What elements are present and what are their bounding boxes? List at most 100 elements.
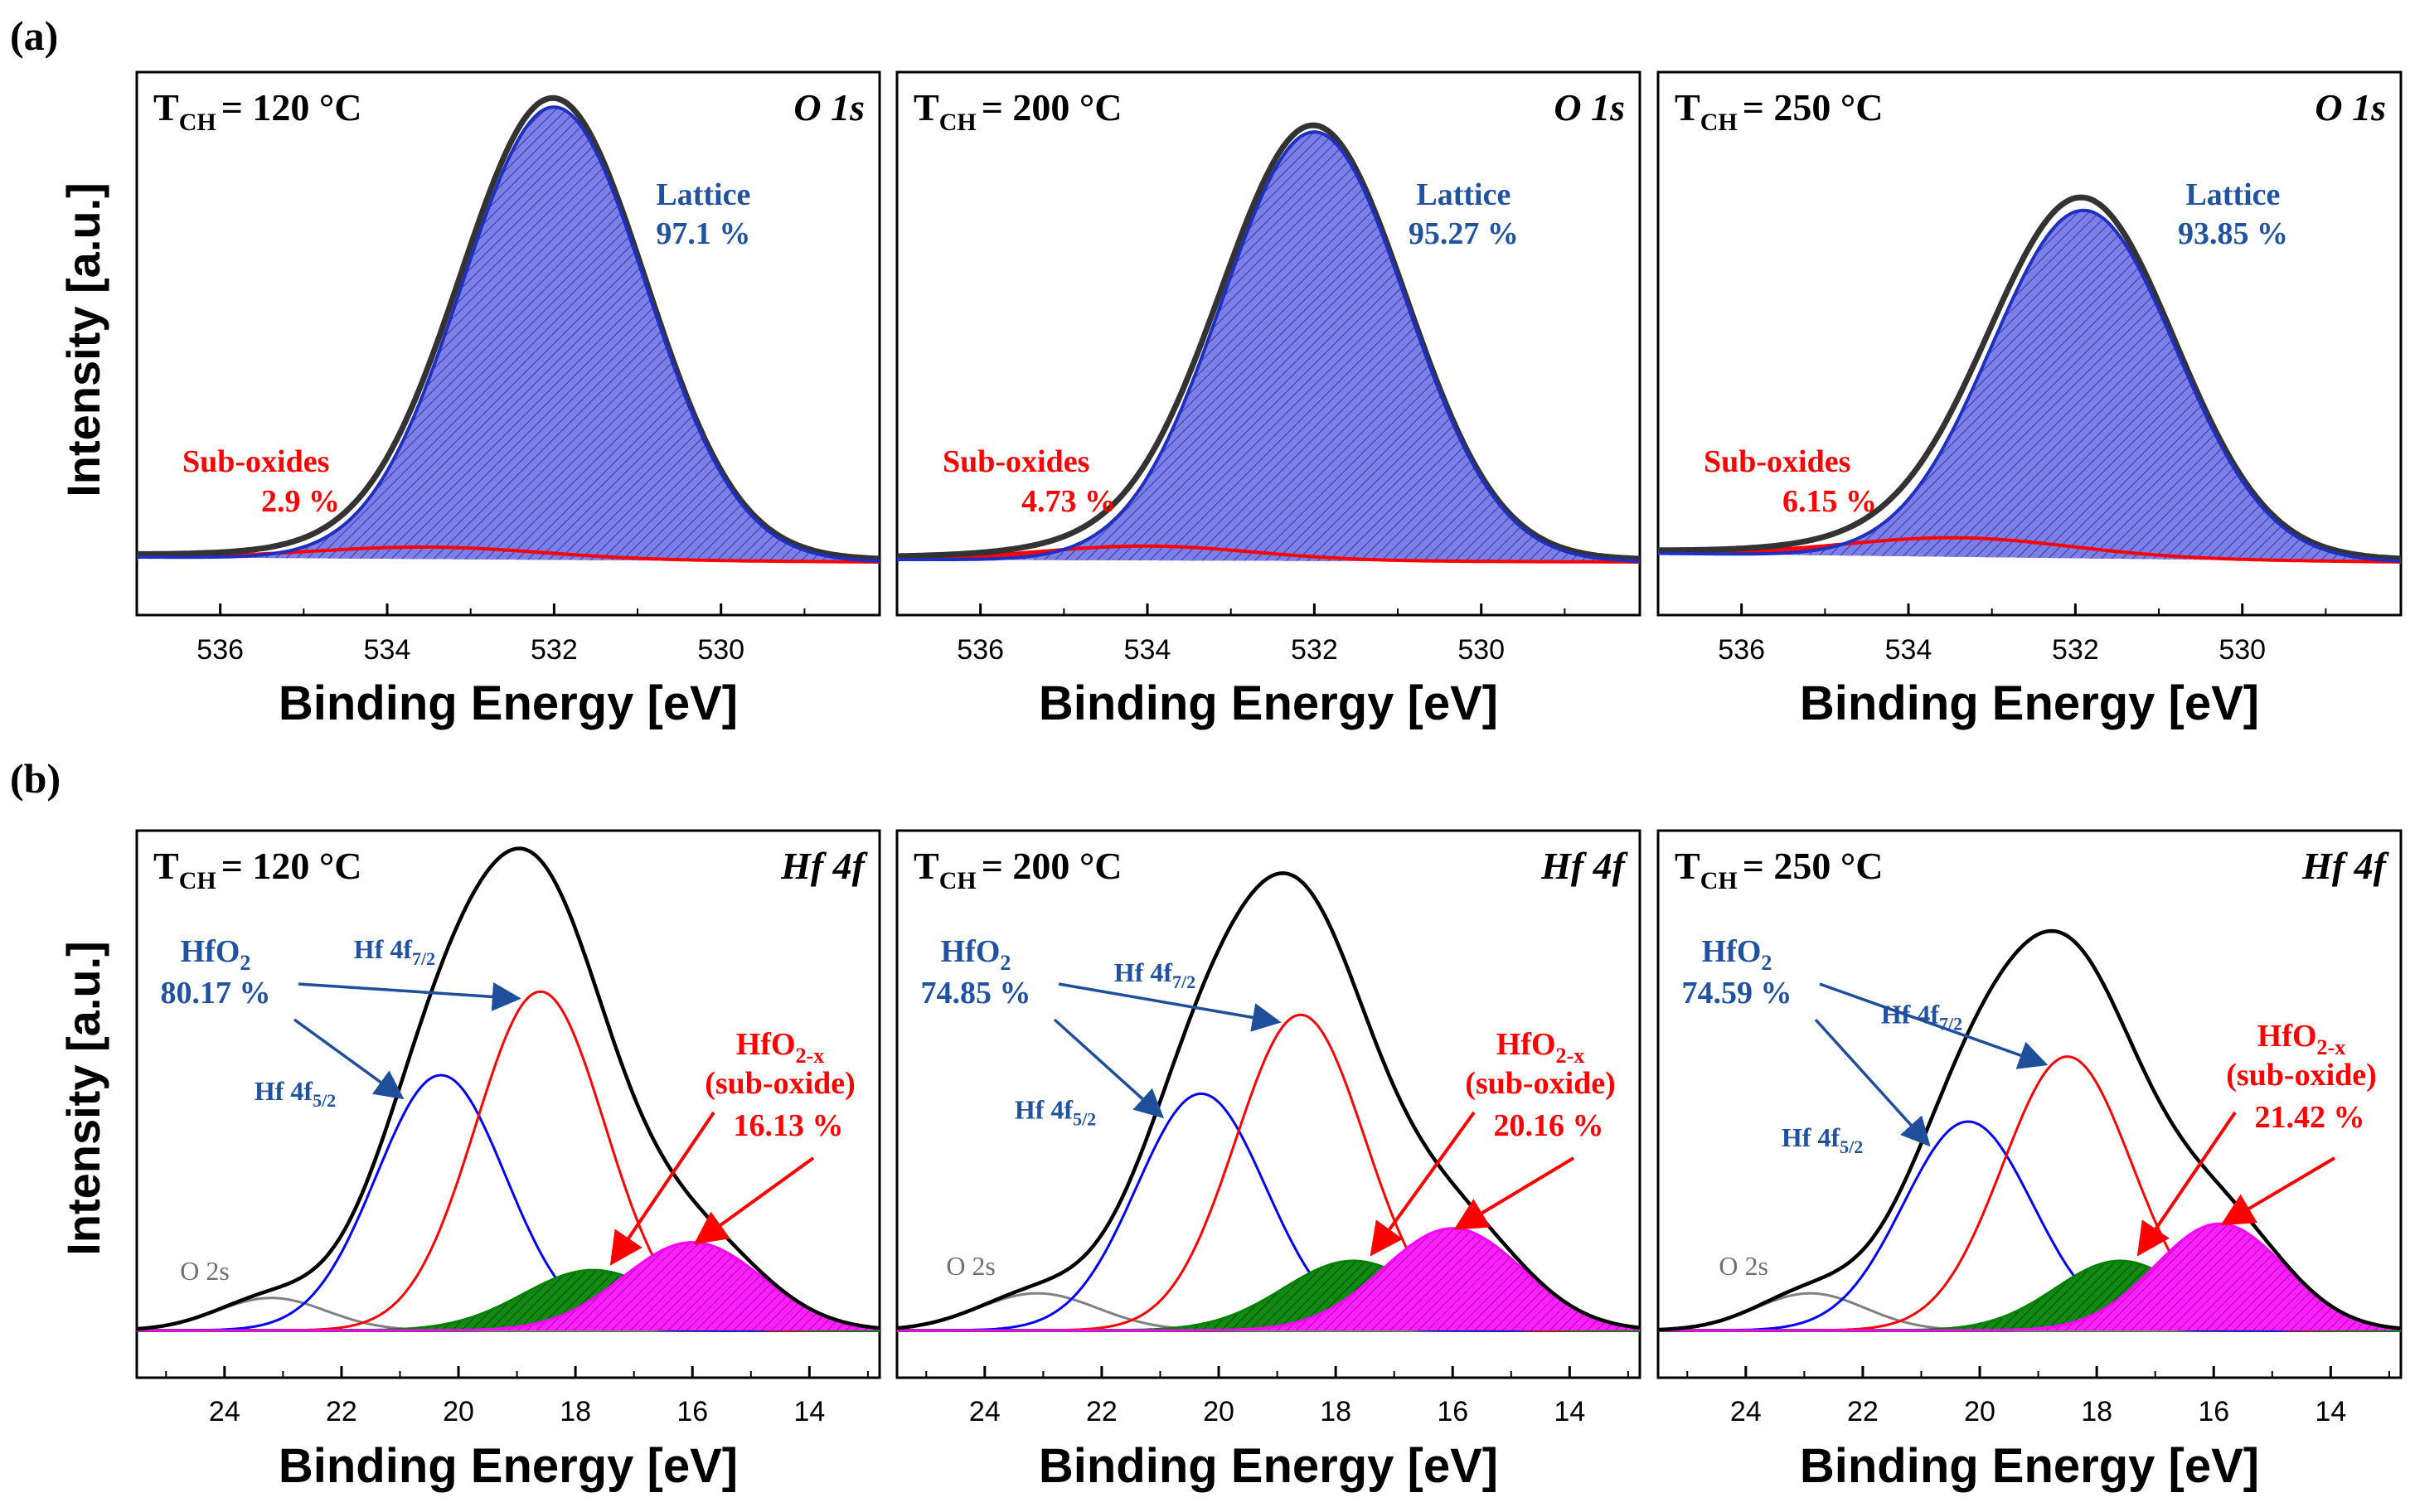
x-tick-label: 530: [1457, 634, 1505, 666]
x-tick-label: 16: [676, 1396, 708, 1427]
x-axis-label: Binding Energy [eV]: [1039, 1439, 1498, 1493]
o2s-label: O 2s: [946, 1251, 996, 1281]
hfo2-subscript: 2: [1761, 951, 1772, 975]
panel-0-1: 536 534 532 530 Binding Energy [eV] TCH = 200 …: [895, 70, 1641, 730]
hf-4f52-subscript: 5/2: [1073, 1108, 1096, 1129]
envelope-line: [897, 122, 1640, 562]
x-tick-label: 22: [326, 1396, 357, 1427]
sub-oxide-percent: 20.16 %: [1494, 1108, 1604, 1143]
temp-value: = 120 °C: [221, 845, 362, 887]
spectrum-tag: O 1s: [1554, 86, 1625, 128]
x-tick-label: 530: [2218, 634, 2266, 666]
x-tick-label: 18: [1320, 1396, 1351, 1427]
envelope-line: [1658, 928, 2401, 1332]
sub-oxide-subscript: 2-x: [1556, 1044, 1585, 1068]
sub-oxide-peak-2-fill: [137, 1242, 880, 1330]
plot-area: [897, 122, 1640, 564]
temp-value: = 120 °C: [221, 86, 362, 128]
hf-4f52-subscript: 5/2: [1840, 1136, 1863, 1157]
hf-4f72-subscript: 7/2: [412, 948, 435, 969]
row-a-ylabel: Intensity [a.u.]: [57, 182, 109, 497]
sub-oxide-arrow-2: [1453, 1156, 1575, 1230]
hfo2-label: HfO2: [1702, 934, 1772, 975]
x-tick-label: 14: [2315, 1396, 2346, 1427]
sub-oxide-percent: 6.15 %: [1782, 484, 1877, 519]
temp-subscript: CH: [939, 867, 977, 894]
x-tick-label: 16: [1437, 1396, 1468, 1427]
sub-oxide-arrow-1: [1370, 1111, 1476, 1257]
row-b-ylabel: Intensity [a.u.]: [57, 941, 109, 1256]
hf-4f52-label: Hf 4f5/2: [255, 1076, 336, 1111]
temp-value: = 250 °C: [1743, 845, 1884, 887]
x-tick-label: 14: [793, 1396, 825, 1427]
sub-oxide-peak-2-fill: [897, 1228, 1640, 1330]
sub-oxide-peak-2: [137, 1241, 880, 1332]
sub-oxide-arrow-1: [2136, 1111, 2237, 1257]
x-tick-label: 24: [1730, 1396, 1762, 1427]
envelope-line: [137, 94, 880, 562]
row-b-label: (b): [10, 755, 61, 802]
temp-subscript: CH: [1700, 867, 1738, 894]
sub-oxide-subscript: 2-x: [796, 1044, 825, 1068]
temp-subscript: CH: [1700, 109, 1738, 136]
envelope-line: [897, 871, 1640, 1330]
sub-oxide-peak-2: [1658, 1222, 2401, 1332]
x-tick-label: 18: [2081, 1396, 2112, 1427]
hf-4f72-arrow: [1058, 982, 1282, 1032]
x-axis-label: Binding Energy [eV]: [1800, 1439, 2259, 1493]
o2s-label: O 2s: [1719, 1251, 1768, 1281]
sub-oxide-percent: 16.13 %: [734, 1108, 844, 1143]
sub-oxide-percent: 4.73 %: [1021, 484, 1116, 519]
temp-subscript: CH: [939, 109, 977, 136]
sub-oxide-label: Sub-oxides: [1704, 444, 1850, 479]
x-tick-label: 532: [2052, 634, 2099, 666]
lattice-label: Lattice: [1416, 177, 1510, 212]
hf-4f72-arrow: [1819, 982, 2049, 1069]
x-tick-label: 532: [531, 634, 578, 666]
x-tick-label: 536: [196, 634, 244, 666]
row-a-label: (a): [10, 12, 58, 59]
x-tick-label: 20: [1203, 1396, 1234, 1427]
x-tick-label: 18: [560, 1396, 591, 1427]
sub-oxide-arrow-2: [693, 1156, 815, 1245]
x-tick-label: 534: [364, 634, 411, 666]
hf-4f52-arrow: [1814, 1018, 1931, 1147]
hfo2-label: HfO2: [941, 934, 1011, 975]
lattice-line: [1658, 208, 2401, 563]
x-axis-label: Binding Energy [eV]: [1039, 676, 1498, 730]
temp-label: TCH = 200 °C: [914, 86, 1123, 136]
lattice-label: Lattice: [656, 177, 750, 212]
panel-0-0: 536 534 532 530 Binding Energy [eV] TCH = 120 …: [135, 70, 881, 730]
envelope-line: [1658, 194, 2401, 562]
plot-area: [1658, 928, 2401, 1332]
x-tick-label: 22: [1086, 1396, 1118, 1427]
temp-subscript: CH: [179, 867, 216, 894]
lattice-percent: 95.27 %: [1409, 216, 1519, 251]
lattice-line: [897, 130, 1640, 563]
x-axis-label: Binding Energy [eV]: [1800, 676, 2259, 730]
temp-value: = 200 °C: [982, 845, 1123, 887]
sub-oxide-peak-2: [897, 1227, 1640, 1332]
sub-oxide-arrow-2: [2220, 1156, 2336, 1226]
panel-1-0: 24 22 20 18 16 14 Binding Energy [eV] TCH = 120 …: [135, 829, 881, 1493]
hfo2-percent: 80.17 %: [161, 976, 271, 1010]
spectrum-tag: Hf 4f: [780, 845, 869, 887]
spectrum-tag: O 1s: [2315, 86, 2386, 128]
hfo2-percent: 74.59 %: [1682, 976, 1792, 1010]
plot-area: [897, 871, 1640, 1332]
hfo2-subscript: 2: [1000, 951, 1011, 975]
x-tick-label: 24: [209, 1396, 240, 1427]
plot-area: [1658, 194, 2401, 564]
spectrum-tag: Hf 4f: [1540, 845, 1629, 887]
temp-value: = 250 °C: [1743, 86, 1884, 128]
sub-oxide-desc: (sub-oxide): [705, 1066, 856, 1101]
hf-4f52-arrow: [1053, 1018, 1165, 1119]
x-tick-label: 536: [957, 634, 1004, 666]
hf-4f72-label: Hf 4f7/2: [354, 934, 435, 969]
plot-area: [137, 94, 880, 564]
temp-value: = 200 °C: [982, 86, 1123, 128]
hf-4f52-arrow: [293, 1018, 405, 1100]
